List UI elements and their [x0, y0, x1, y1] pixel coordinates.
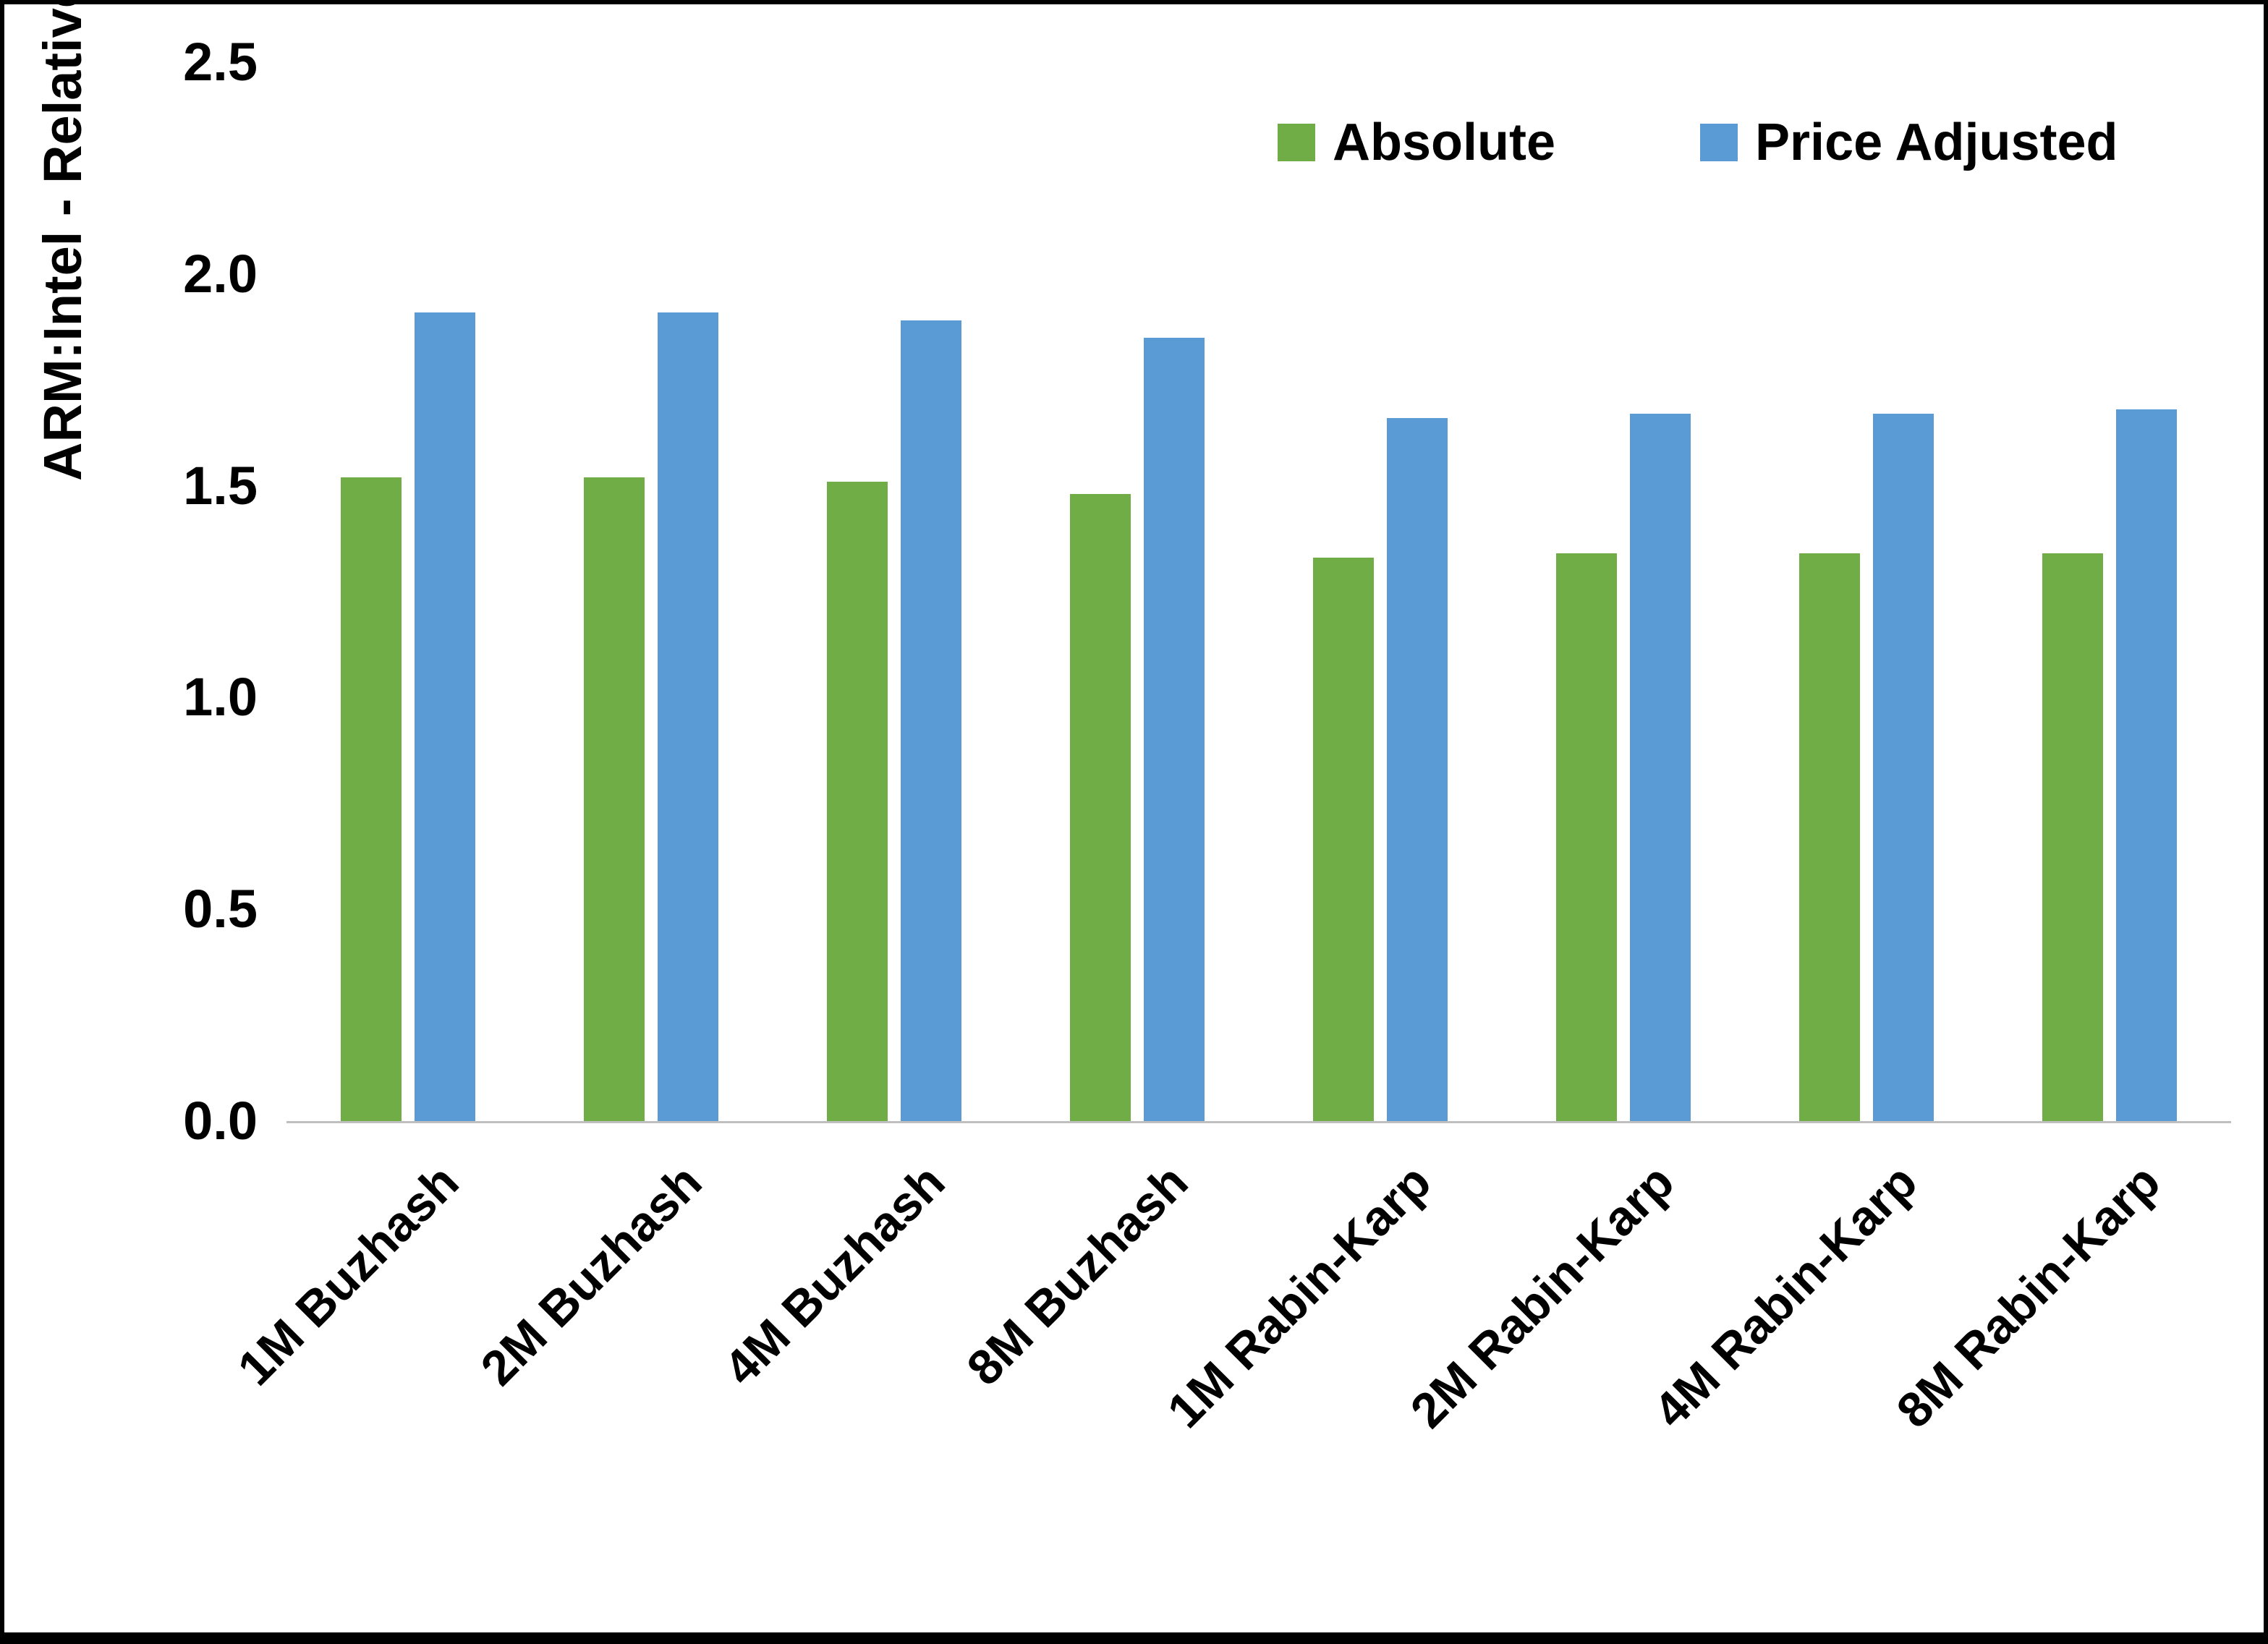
bar-absolute [341, 477, 402, 1121]
bar-absolute [1556, 553, 1617, 1121]
y-tick-label: 1.0 [183, 667, 258, 728]
x-axis-label: 8M Buzhash [956, 1154, 1199, 1396]
bar-absolute [1070, 494, 1131, 1121]
legend-swatch-icon [1700, 124, 1738, 161]
legend-swatch-icon [1278, 124, 1315, 161]
bar-price-adjusted [415, 312, 475, 1121]
legend: Absolute Price Adjusted [1278, 113, 2118, 172]
bar-absolute [1799, 553, 1860, 1121]
bar-price-adjusted [658, 312, 718, 1121]
x-axis-label: 1M Rabin-Karp [1157, 1154, 1442, 1439]
legend-label: Price Adjusted [1755, 114, 2118, 171]
bar-price-adjusted [1630, 414, 1691, 1121]
x-axis-label: 8M Rabin-Karp [1886, 1154, 2171, 1439]
x-axis-label: 2M Buzhash [470, 1154, 713, 1396]
bar-absolute [827, 481, 888, 1121]
x-axis-label: 4M Buzhash [713, 1154, 956, 1396]
bar-price-adjusted [1387, 417, 1448, 1121]
y-tick-label: 2.0 [183, 243, 258, 304]
x-axis-label: 4M Rabin-Karp [1643, 1154, 1928, 1439]
legend-label: Absolute [1333, 114, 1556, 171]
bar-price-adjusted [1873, 414, 1934, 1121]
bar-absolute [2042, 553, 2103, 1121]
x-axis-label: 2M Rabin-Karp [1400, 1154, 1685, 1439]
bar-price-adjusted [901, 320, 961, 1121]
legend-item-price-adjusted: Price Adjusted [1700, 113, 2118, 172]
bar-absolute [1313, 558, 1374, 1121]
x-axis-line [286, 1121, 2231, 1123]
y-tick-label: 0.5 [183, 879, 258, 940]
x-axis-label: 1M Buzhash [227, 1154, 470, 1396]
bar-price-adjusted [2116, 409, 2177, 1121]
y-tick-label: 2.5 [183, 32, 258, 92]
y-tick-label: 0.0 [183, 1091, 258, 1151]
y-axis-title: ARM:Intel - Relative Performance [33, 0, 93, 481]
legend-item-absolute: Absolute [1278, 113, 1555, 172]
bar-price-adjusted [1144, 337, 1205, 1121]
bar-absolute [584, 477, 645, 1121]
y-tick-label: 1.5 [183, 455, 258, 516]
